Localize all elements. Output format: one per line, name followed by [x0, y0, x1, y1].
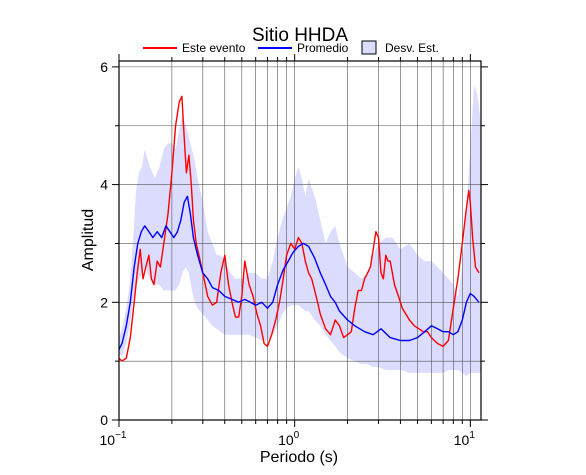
plot-area: [119, 61, 481, 420]
x-tick-base: 10: [100, 432, 116, 448]
y-tick-label: 0: [100, 412, 108, 428]
x-axis-label: Periodo (s): [260, 449, 338, 466]
x-tick-label: 100: [278, 430, 300, 448]
legend: Este evento Promedio Desv. Est.: [143, 40, 439, 55]
x-tick-exponent: 0: [294, 430, 300, 441]
x-tick-label: 10−1: [100, 430, 127, 448]
series-line-este-evento: [119, 95, 480, 362]
grid: [119, 61, 481, 420]
legend-label: Desv. Est.: [385, 41, 439, 55]
std-dev-band: [119, 84, 481, 376]
y-tick-label: 2: [100, 294, 108, 310]
plot-frame: [118, 60, 482, 421]
legend-label: Este evento: [182, 41, 246, 55]
legend-swatch-box: [361, 40, 377, 55]
x-tick-exponent: −1: [115, 430, 127, 441]
x-tick-label: 101: [454, 430, 476, 448]
x-tick-base: 10: [278, 432, 294, 448]
y-tick-label: 6: [100, 59, 108, 75]
axes-frame: [112, 54, 488, 427]
y-tick-label: 4: [100, 177, 108, 193]
x-tick-exponent: 1: [469, 430, 475, 441]
series-line-promedio: [119, 195, 480, 350]
y-axis-label: Amplitud: [80, 209, 97, 271]
x-tick-base: 10: [454, 432, 470, 448]
legend-label: Promedio: [297, 41, 349, 55]
chart-title: Sitio HHDA: [252, 25, 348, 46]
